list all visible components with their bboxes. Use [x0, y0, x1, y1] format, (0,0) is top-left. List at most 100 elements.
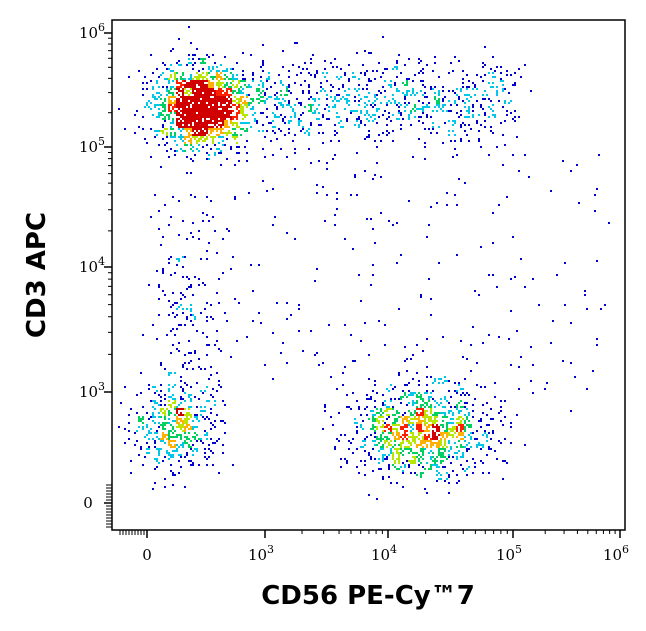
event-dot: [182, 122, 184, 124]
event-dot: [338, 440, 340, 442]
event-dot: [176, 410, 178, 412]
event-dot: [432, 382, 434, 384]
event-dot: [182, 106, 184, 108]
event-dot: [300, 130, 302, 132]
event-dot: [436, 460, 438, 462]
event-dot: [396, 434, 398, 436]
event-dot: [174, 398, 176, 400]
event-dot: [202, 442, 204, 444]
event-dot: [366, 88, 368, 90]
event-dot: [180, 126, 182, 128]
event-dot: [494, 114, 496, 116]
event-dot: [374, 96, 376, 98]
event-dot: [192, 58, 194, 60]
event-dot: [340, 466, 342, 468]
event-dot: [220, 132, 222, 134]
event-dot: [370, 116, 372, 118]
event-dot: [172, 312, 174, 314]
event-dot: [434, 412, 436, 414]
event-dot: [486, 434, 488, 436]
event-dot: [212, 98, 214, 100]
event-dot: [496, 146, 498, 148]
event-dot: [216, 440, 218, 442]
event-dot: [436, 110, 438, 112]
event-dot: [358, 126, 360, 128]
event-dot: [162, 114, 164, 116]
event-dot: [206, 108, 208, 110]
event-dot: [458, 178, 460, 180]
event-dot: [216, 78, 218, 80]
event-dot: [420, 60, 422, 62]
event-dot: [362, 64, 364, 66]
event-dot: [186, 92, 188, 94]
event-dot: [226, 68, 228, 70]
event-dot: [222, 112, 224, 114]
event-dot: [422, 430, 424, 432]
event-dot: [438, 378, 440, 380]
event-dot: [316, 92, 318, 94]
event-dot: [182, 414, 184, 416]
event-dot: [184, 108, 186, 110]
event-dot: [392, 68, 394, 70]
event-dot: [190, 308, 192, 310]
event-dot: [472, 106, 474, 108]
event-dot: [190, 320, 192, 322]
event-dot: [506, 462, 508, 464]
event-dot: [162, 236, 164, 238]
event-dot: [256, 90, 258, 92]
event-dot: [404, 102, 406, 104]
event-dot: [188, 126, 190, 128]
event-dot: [438, 442, 440, 444]
event-dot: [450, 434, 452, 436]
event-dot: [426, 402, 428, 404]
event-dot: [326, 94, 328, 96]
event-dot: [418, 434, 420, 436]
event-dot: [464, 182, 466, 184]
event-dot: [170, 464, 172, 466]
event-dot: [386, 118, 388, 120]
event-dot: [236, 78, 238, 80]
event-dot: [404, 98, 406, 100]
event-dot: [442, 448, 444, 450]
event-dot: [384, 442, 386, 444]
event-dot: [462, 428, 464, 430]
event-dot: [420, 420, 422, 422]
event-dot: [366, 406, 368, 408]
event-dot: [362, 420, 364, 422]
event-dot: [158, 298, 160, 300]
event-dot: [184, 106, 186, 108]
event-dot: [236, 126, 238, 128]
event-dot: [434, 86, 436, 88]
event-dot: [156, 68, 158, 70]
event-dot: [178, 98, 180, 100]
event-dot: [176, 434, 178, 436]
event-dot: [174, 430, 176, 432]
event-dot: [174, 102, 176, 104]
event-dot: [198, 144, 200, 146]
event-dot: [406, 416, 408, 418]
event-dot: [218, 120, 220, 122]
event-dot: [442, 436, 444, 438]
event-dot: [222, 124, 224, 126]
event-dot: [206, 458, 208, 460]
event-dot: [406, 424, 408, 426]
event-dot: [460, 114, 462, 116]
event-dot: [218, 86, 220, 88]
event-dot: [164, 434, 166, 436]
event-dot: [468, 94, 470, 96]
event-dot: [190, 232, 192, 234]
event-dot: [442, 382, 444, 384]
event-dot: [256, 98, 258, 100]
event-dot: [504, 400, 506, 402]
event-dot: [238, 160, 240, 162]
event-dot: [410, 94, 412, 96]
event-dot: [220, 124, 222, 126]
event-dot: [422, 350, 424, 352]
event-dot: [414, 452, 416, 454]
event-dot: [364, 74, 366, 76]
event-dot: [420, 424, 422, 426]
event-dot: [466, 134, 468, 136]
event-dot: [168, 414, 170, 416]
event-dot: [426, 462, 428, 464]
event-dot: [408, 90, 410, 92]
